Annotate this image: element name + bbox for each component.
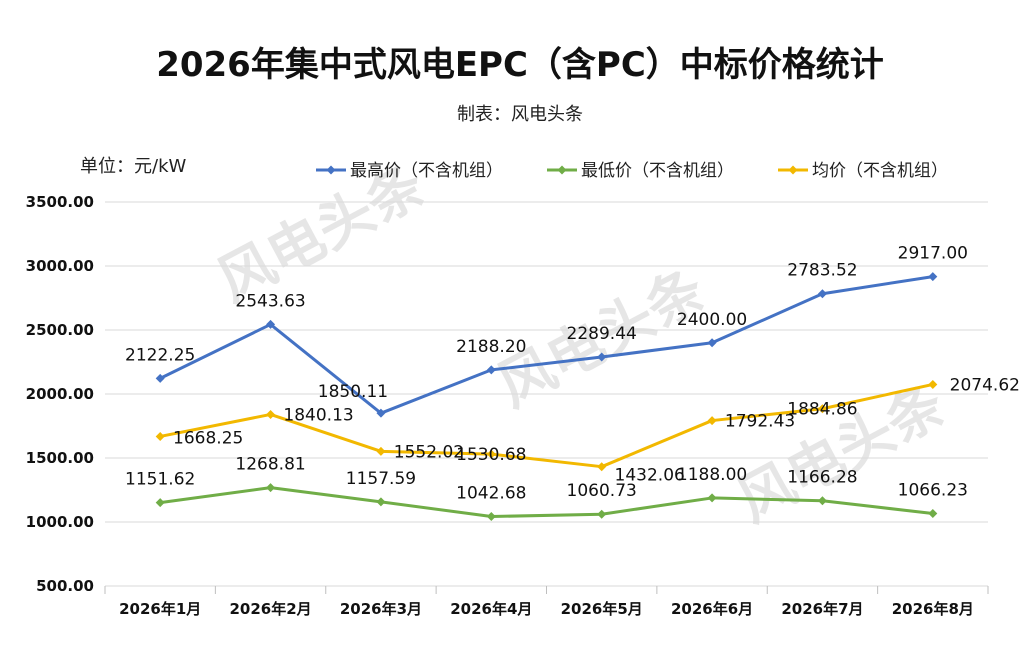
data-label: 1792.43 [725,412,795,432]
x-tick-label: 2026年7月 [781,600,863,618]
y-tick-label: 2500.00 [26,321,94,339]
data-label: 1884.86 [787,400,857,420]
y-tick-label: 500.00 [36,577,94,595]
data-point [155,431,165,441]
data-point [817,404,827,414]
data-label: 2543.63 [235,291,305,311]
legend-marker [557,165,567,175]
series-layer [155,272,938,522]
data-point [376,446,386,456]
data-point [486,365,496,375]
data-label: 1151.62 [125,470,195,490]
data-label: 1066.23 [898,481,968,501]
legend-label: 均价（不含机组） [812,161,948,181]
data-label: 1188.00 [677,465,747,485]
data-point [486,512,496,522]
data-labels: 2122.25 2543.63 1850.11 2188.20 2289.44 2400.… [125,244,1020,504]
data-label: 2783.52 [787,261,857,281]
x-tick-label: 2026年4月 [450,600,532,618]
data-point [486,449,496,459]
x-tick-label: 2026年2月 [229,600,311,618]
legend: 最高价（不含机组） 最低价（不含机组） 均价（不含机组） [316,161,948,181]
x-tick-label: 2026年1月 [119,600,201,618]
data-point [707,416,717,426]
data-label: 1552.02 [394,442,464,462]
data-label: 1060.73 [567,481,637,501]
series-line-1 [159,275,934,415]
chart-title: 2026年集中式风电EPC（含PC）中标价格统计 [156,45,884,85]
data-label: 1530.68 [456,445,526,465]
data-label: 1432.06 [615,466,685,486]
x-tick-label: 2026年5月 [561,600,643,618]
data-point [266,319,276,329]
data-point [376,408,386,418]
data-point [597,509,607,519]
data-label: 2074.62 [950,375,1020,395]
y-tick-label: 3500.00 [26,193,94,211]
data-point [817,496,827,506]
watermark-text-3: 风电头条 [727,372,955,535]
x-axis: 2026年1月 2026年2月 2026年3月 2026年4月 2026年5月 2026年… [104,586,989,618]
y-tick-label: 1500.00 [26,449,94,467]
legend-marker [326,165,336,175]
data-label: 1668.25 [173,428,243,448]
series-line-3 [159,382,934,469]
legend-label: 最低价（不含机组） [581,161,734,181]
data-label: 2289.44 [567,324,637,344]
unit-label: 单位：元/kW [80,156,186,177]
data-label: 2122.25 [125,345,195,365]
data-point [266,409,276,419]
y-tick-label: 2000.00 [26,385,94,403]
data-label: 1840.13 [283,405,353,425]
data-point [928,272,938,282]
y-tick-label: 1000.00 [26,513,94,531]
gridlines [105,201,988,587]
data-point [928,379,938,389]
data-point [817,289,827,299]
data-point [155,498,165,508]
data-point [928,509,938,519]
y-axis: 500.00 1000.00 1500.00 2000.00 2500.00 3000.0… [26,193,94,595]
x-tick-label: 2026年8月 [892,600,974,618]
legend-marker [788,165,798,175]
data-point [707,493,717,503]
data-label: 2400.00 [677,310,747,330]
data-point [266,483,276,493]
data-label: 2917.00 [898,244,968,264]
data-point [597,352,607,362]
data-label: 1166.28 [787,468,857,488]
data-label: 2188.20 [456,337,526,357]
data-point [597,462,607,472]
series-line-2 [159,486,933,519]
data-label: 1268.81 [235,455,305,475]
chart-subtitle: 制表：风电头条 [457,104,583,125]
data-point [155,373,165,383]
x-tick-label: 2026年6月 [671,600,753,618]
data-point [376,497,386,507]
data-label: 1042.68 [456,484,526,504]
x-tick-label: 2026年3月 [340,600,422,618]
data-point [707,338,717,348]
y-tick-label: 3000.00 [26,257,94,275]
data-label: 1157.59 [346,469,416,489]
data-label: 1850.11 [318,382,388,402]
legend-label: 最高价（不含机组） [350,161,503,181]
